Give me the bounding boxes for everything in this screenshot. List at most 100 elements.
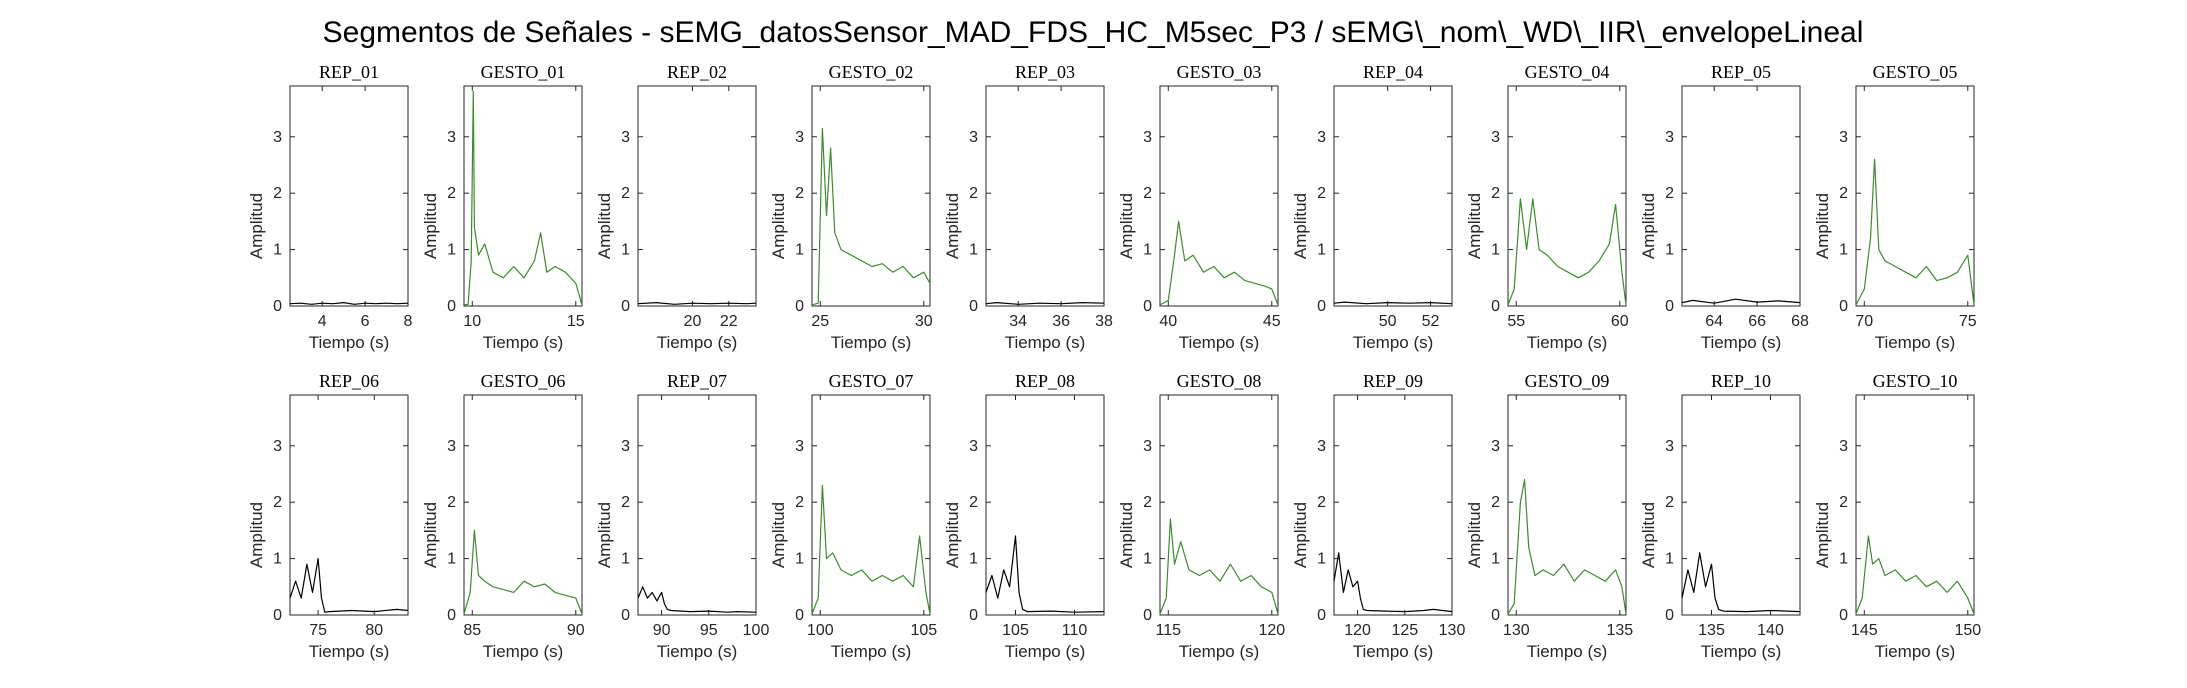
x-tick-label: 4 xyxy=(318,313,327,330)
subplot-gesto-05: 0 1 2 3 70 75 GESTO_05 Tiempo (s) Amplitud xyxy=(1813,62,1977,352)
subplot-gesto-01: 0 1 2 3 10 15 GESTO_01 Tiempo (s) Amplitud xyxy=(421,62,585,352)
subplot-title: GESTO_07 xyxy=(829,371,914,391)
y-tick-label: 1 xyxy=(1491,551,1500,568)
x-tick-label: 34 xyxy=(1009,313,1027,330)
y-tick-label: 0 xyxy=(1665,298,1674,315)
y-tick-label: 2 xyxy=(969,185,978,202)
y-axis-label: Amplitud xyxy=(769,502,788,568)
x-tick-label: 145 xyxy=(1851,622,1878,639)
subplot-title: REP_09 xyxy=(1363,371,1423,391)
y-tick-label: 0 xyxy=(1143,607,1152,624)
x-tick-label: 68 xyxy=(1791,313,1809,330)
y-tick-label: 3 xyxy=(621,129,630,146)
signal-line xyxy=(1507,479,1627,615)
y-axis-label: Amplitud xyxy=(1465,502,1484,568)
y-tick-label: 2 xyxy=(795,185,804,202)
subplot-title: REP_05 xyxy=(1711,62,1771,82)
axes-box xyxy=(1333,394,1453,616)
axes-box xyxy=(1855,85,1975,307)
signal-line xyxy=(811,484,931,615)
signal-line xyxy=(1333,301,1453,305)
x-axis-label: Tiempo (s) xyxy=(1701,642,1782,661)
y-tick-label: 2 xyxy=(447,185,456,202)
y-tick-label: 0 xyxy=(795,298,804,315)
y-tick-label: 1 xyxy=(795,242,804,259)
subplot-rep-01: 0 1 2 3 4 6 8 REP_01 Tiempo (s) Amplitud xyxy=(247,62,413,352)
axes-box xyxy=(463,85,583,307)
y-tick-label: 1 xyxy=(621,242,630,259)
axes-box xyxy=(985,85,1105,307)
y-axis-label: Amplitud xyxy=(595,193,614,259)
y-tick-label: 1 xyxy=(447,242,456,259)
y-axis-label: Amplitud xyxy=(595,502,614,568)
axes-box xyxy=(289,394,409,616)
x-tick-label: 120 xyxy=(1344,622,1371,639)
y-tick-label: 2 xyxy=(1665,494,1674,511)
signal-line xyxy=(1855,158,1975,306)
subplot-gesto-09: 0 1 2 3 130 135 GESTO_09 Tiempo (s) Amplitud xyxy=(1465,371,1633,661)
y-tick-label: 1 xyxy=(1839,242,1848,259)
subplot-gesto-07: 0 1 2 3 100 105 GESTO_07 Tiempo (s) Amplitud xyxy=(769,371,937,661)
y-tick-label: 3 xyxy=(1665,129,1674,146)
x-tick-label: 105 xyxy=(910,622,937,639)
x-tick-label: 115 xyxy=(1156,622,1182,639)
y-tick-label: 3 xyxy=(447,438,456,455)
y-tick-label: 2 xyxy=(447,494,456,511)
subplot-gesto-04: 0 1 2 3 55 60 GESTO_04 Tiempo (s) Amplitud xyxy=(1465,62,1629,352)
y-tick-label: 3 xyxy=(1839,129,1848,146)
y-tick-label: 3 xyxy=(1491,129,1500,146)
axes-box xyxy=(637,394,757,616)
x-tick-label: 15 xyxy=(567,313,585,330)
axes-box xyxy=(1333,85,1453,307)
signal-line xyxy=(289,302,409,305)
y-axis-label: Amplitud xyxy=(1639,193,1658,259)
x-tick-label: 100 xyxy=(807,622,834,639)
subplot-rep-08: 0 1 2 3 105 110 REP_08 Tiempo (s) Amplitud xyxy=(943,371,1105,661)
y-axis-label: Amplitud xyxy=(247,502,266,568)
y-tick-label: 2 xyxy=(273,185,282,202)
x-axis-label: Tiempo (s) xyxy=(831,642,912,661)
y-tick-label: 3 xyxy=(621,438,630,455)
y-tick-label: 1 xyxy=(273,551,282,568)
signal-line xyxy=(1507,198,1627,306)
signal-line xyxy=(985,302,1105,305)
y-tick-label: 1 xyxy=(1839,551,1848,568)
axes-box xyxy=(985,394,1105,616)
y-tick-label: 3 xyxy=(969,438,978,455)
y-axis-label: Amplitud xyxy=(1465,193,1484,259)
y-tick-label: 2 xyxy=(1839,494,1848,511)
x-tick-label: 40 xyxy=(1159,313,1177,330)
x-axis-label: Tiempo (s) xyxy=(1353,642,1434,661)
axes-box xyxy=(289,85,409,307)
y-tick-label: 3 xyxy=(1665,438,1674,455)
x-tick-label: 8 xyxy=(404,313,413,330)
x-tick-label: 130 xyxy=(1439,622,1466,639)
y-tick-label: 1 xyxy=(1665,242,1674,259)
x-tick-label: 66 xyxy=(1748,313,1766,330)
x-tick-label: 45 xyxy=(1263,313,1281,330)
axes-box xyxy=(1507,394,1627,616)
subplot-rep-06: 0 1 2 3 75 80 REP_06 Tiempo (s) Amplitud xyxy=(247,371,409,661)
y-tick-label: 0 xyxy=(273,607,282,624)
subplot-rep-02: 0 1 2 3 20 22 REP_02 Tiempo (s) Amplitud xyxy=(595,62,757,352)
y-tick-label: 1 xyxy=(1143,242,1152,259)
x-axis-label: Tiempo (s) xyxy=(1527,642,1608,661)
x-tick-label: 6 xyxy=(361,313,370,330)
x-tick-label: 36 xyxy=(1052,313,1070,330)
x-tick-label: 85 xyxy=(463,622,481,639)
y-tick-label: 3 xyxy=(1317,438,1326,455)
subplot-title: GESTO_03 xyxy=(1177,62,1262,82)
y-tick-label: 3 xyxy=(795,438,804,455)
x-tick-label: 70 xyxy=(1855,313,1873,330)
subplot-rep-03: 0 1 2 3 34 36 38 REP_03 Tiempo (s) Amplitud xyxy=(943,62,1113,352)
y-tick-label: 3 xyxy=(1491,438,1500,455)
y-tick-label: 1 xyxy=(1317,242,1326,259)
x-axis-label: Tiempo (s) xyxy=(1179,333,1260,352)
y-axis-label: Amplitud xyxy=(421,502,440,568)
x-tick-label: 22 xyxy=(720,313,738,330)
x-axis-label: Tiempo (s) xyxy=(1353,333,1434,352)
y-axis-label: Amplitud xyxy=(1639,502,1658,568)
x-tick-label: 90 xyxy=(567,622,585,639)
x-axis-label: Tiempo (s) xyxy=(1527,333,1608,352)
